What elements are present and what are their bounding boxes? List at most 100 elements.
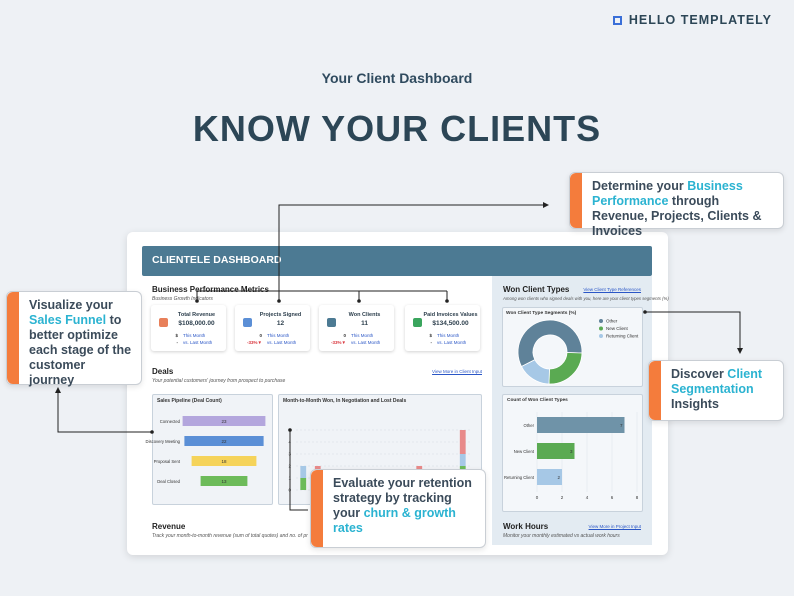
x-tick-label: 0 bbox=[536, 495, 539, 500]
callout-text: Visualize your bbox=[29, 298, 113, 312]
brand: HELLO TEMPLATELY bbox=[612, 13, 772, 27]
kpi-icon bbox=[327, 318, 336, 327]
kpi-period: This Month bbox=[183, 333, 206, 338]
connector-dot bbox=[288, 428, 292, 432]
brand-text: HELLO TEMPLATELY bbox=[628, 13, 772, 27]
callout-text: Determine your bbox=[592, 179, 684, 193]
kpi-period: vs. Last Month bbox=[351, 340, 381, 345]
connector bbox=[57, 390, 152, 433]
category-label: Discovery Meeting bbox=[146, 439, 181, 444]
callout-highlight: Sales Funnel bbox=[29, 313, 107, 327]
callout-strip bbox=[7, 292, 19, 384]
x-tick-label: 8 bbox=[636, 495, 639, 500]
callout: Visualize your Sales Funnel to better op… bbox=[6, 291, 142, 387]
bar-label: 23 bbox=[221, 419, 227, 424]
section-subtitle: Business Growth Indicators bbox=[152, 296, 213, 302]
funnel-bar bbox=[184, 436, 264, 446]
category-label: New Client bbox=[514, 449, 535, 454]
section-title: Work Hours bbox=[503, 522, 549, 531]
connector-dot bbox=[643, 310, 647, 314]
chart-title: Month-to-Month Won, In Negotiation and L… bbox=[283, 398, 407, 404]
kpi-period: This Month bbox=[437, 333, 460, 338]
kpi-value: 11 bbox=[361, 320, 368, 327]
kpi-change: 0 bbox=[259, 333, 262, 338]
donut-slice bbox=[520, 359, 550, 385]
section-title: Won Client Types bbox=[503, 285, 570, 294]
kpi-icon bbox=[413, 318, 422, 327]
legend-swatch bbox=[599, 319, 603, 323]
kpi-period: This Month bbox=[351, 333, 374, 338]
stacked-bar bbox=[300, 478, 307, 490]
callout-text: Evaluate your retention strategy by trac… bbox=[333, 476, 472, 520]
funnel-bar bbox=[182, 416, 266, 426]
kpi-card: Paid Invoices Values $134,500.00 $ This Mon… bbox=[405, 305, 480, 351]
kpi-change: 0 bbox=[343, 333, 346, 338]
category-label: Other bbox=[524, 423, 535, 428]
kpi-card: Projects Signed 12 0 This Month -33%▼ vs. Las… bbox=[235, 305, 310, 351]
callout: Evaluate your retention strategy by trac… bbox=[310, 469, 486, 548]
connector bbox=[278, 204, 547, 300]
kpi-icon bbox=[243, 318, 252, 327]
bar-label: 22 bbox=[221, 439, 227, 444]
section-title: Business Performance Metrics bbox=[152, 285, 269, 294]
kpi-period: vs. Last Month bbox=[267, 340, 297, 345]
bar bbox=[537, 443, 575, 459]
connector-dot bbox=[150, 430, 154, 434]
kpi-card: Won Clients 11 0 This Month -33%▼ vs. Last Mo… bbox=[319, 305, 394, 351]
arrow-head bbox=[543, 202, 549, 208]
section-subtitle: Among won clients who signed deals with … bbox=[503, 296, 669, 301]
category-label: Proposal Sent bbox=[154, 459, 181, 464]
callout-strip bbox=[570, 173, 582, 228]
bar bbox=[537, 417, 625, 433]
x-tick-label: 6 bbox=[611, 495, 614, 500]
link: View More in Project Input bbox=[588, 524, 641, 529]
bar bbox=[537, 469, 562, 485]
dashboard-header bbox=[142, 246, 652, 276]
callout-text: through Revenue, Projects, Clients & Inv… bbox=[592, 194, 762, 238]
arrow-head bbox=[55, 387, 61, 393]
arrow-head bbox=[737, 348, 743, 354]
callout-strip bbox=[311, 470, 323, 547]
donut-slice bbox=[517, 319, 583, 368]
section-subtitle: Monitor your monthly estimated vs actual… bbox=[503, 533, 620, 539]
section-subtitle: Your potential customers' journey from p… bbox=[152, 378, 286, 384]
bar-label: 18 bbox=[221, 459, 227, 464]
legend-label: New Client bbox=[606, 326, 629, 331]
bar-label: 13 bbox=[221, 479, 227, 484]
kpi-card: Total Revenue $108,000.00 $ This Month - vs. … bbox=[151, 305, 226, 351]
connector bbox=[645, 311, 741, 350]
connector-dot bbox=[195, 299, 199, 303]
kpi-label: Projects Signed bbox=[259, 312, 302, 318]
kpi-period: vs. Last Month bbox=[437, 340, 467, 345]
link: View Client Type References bbox=[583, 287, 641, 292]
link: View More in Client Input bbox=[432, 369, 482, 374]
legend-label: Returning Client bbox=[606, 334, 639, 339]
connector-dot bbox=[445, 299, 449, 303]
pipeline-box bbox=[152, 394, 273, 505]
connector-dot bbox=[357, 299, 361, 303]
callout-highlight: churn & growth rates bbox=[333, 506, 456, 535]
brand-icon bbox=[612, 16, 622, 25]
title: KNOW YOUR CLIENTS bbox=[192, 108, 602, 149]
kpi-period: This Month bbox=[267, 333, 290, 338]
kpi-change: $ bbox=[429, 333, 432, 338]
kpi-label: Total Revenue bbox=[177, 312, 216, 318]
kpi-change: $ bbox=[175, 333, 178, 338]
stacked-bar bbox=[300, 466, 307, 478]
dashboard-title: CLIENTELE DASHBOARD bbox=[152, 254, 282, 266]
legend-label: Other bbox=[606, 319, 618, 324]
callout-text: Discover bbox=[671, 367, 724, 381]
legend-swatch bbox=[599, 334, 603, 338]
kpi-change: -33%▼ bbox=[331, 340, 346, 345]
kpi-icon bbox=[159, 318, 168, 327]
legend-swatch bbox=[599, 326, 603, 331]
connector bbox=[289, 430, 308, 511]
kpi-change: -33%▼ bbox=[247, 340, 262, 345]
kpi-period: vs. Last Month bbox=[183, 340, 213, 345]
callout-text: to better optimize each stage of the cus… bbox=[29, 313, 132, 387]
kpi-label: Won Clients bbox=[348, 312, 381, 318]
funnel-bar bbox=[200, 476, 248, 486]
stacked-bar bbox=[459, 454, 466, 466]
subtitle: Your Client Dashboard bbox=[321, 70, 473, 86]
kpi-value: $108,000.00 bbox=[178, 320, 215, 327]
